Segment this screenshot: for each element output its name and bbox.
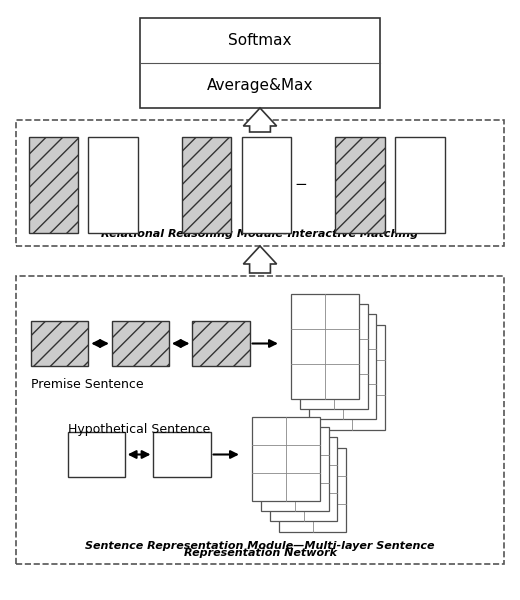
Polygon shape (243, 246, 277, 273)
Text: Representation Network: Representation Network (184, 548, 336, 558)
Bar (88, 137, 138, 233)
Text: Sentence Representation Module—Multi-layer Sentence: Sentence Representation Module—Multi-lay… (85, 541, 435, 551)
Text: Average&Max: Average&Max (207, 78, 313, 93)
Bar (153, 432, 211, 477)
Bar (68, 432, 125, 477)
Bar (112, 321, 169, 366)
Bar (261, 427, 329, 511)
Bar (140, 18, 380, 108)
Text: Premise Sentence: Premise Sentence (31, 378, 144, 391)
Bar (29, 137, 78, 233)
Bar (16, 276, 504, 564)
Polygon shape (243, 108, 277, 132)
Bar (335, 137, 385, 233)
Bar (252, 417, 320, 501)
Text: −: − (294, 178, 307, 192)
Bar (291, 294, 359, 399)
Bar (270, 437, 337, 521)
Text: Relational Reasoning Module-Interactive Matching: Relational Reasoning Module-Interactive … (101, 229, 419, 239)
Bar (16, 120, 504, 246)
Text: Hypothetical Sentence: Hypothetical Sentence (68, 423, 210, 436)
Bar (182, 137, 231, 233)
Text: Softmax: Softmax (228, 33, 292, 48)
Bar (279, 448, 346, 532)
Bar (309, 314, 376, 419)
Bar (395, 137, 445, 233)
Bar (31, 321, 88, 366)
Bar (300, 304, 368, 409)
Bar (318, 325, 385, 430)
Bar (242, 137, 291, 233)
Bar (192, 321, 250, 366)
